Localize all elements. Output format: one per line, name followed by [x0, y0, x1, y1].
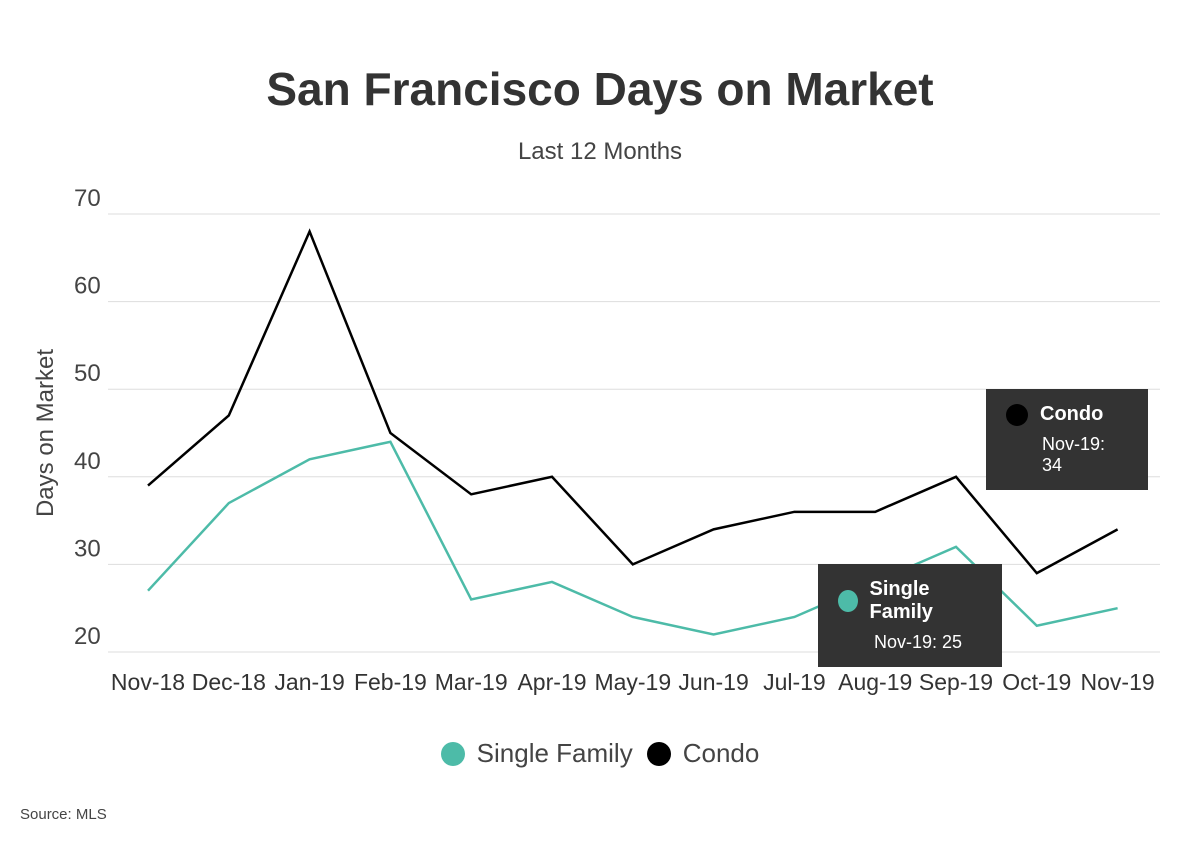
tooltip-series-single-family: Single Family: [869, 578, 933, 623]
x-tick-label-aug-19: Aug-19: [838, 669, 912, 695]
tooltip-marker-condo: [1006, 403, 1028, 426]
source-note: Source: MLS: [20, 806, 107, 823]
legend-marker-single-family: [440, 741, 465, 766]
legend-label-single-family: Single Family: [476, 738, 633, 768]
chart-legend: Single Family Condo: [0, 738, 1200, 769]
x-tick-label-feb-19: Feb-19: [354, 669, 427, 695]
series-line-condo: [147, 228, 1119, 575]
tooltip-value-condo: Nov-19: 34: [1042, 434, 1106, 475]
y-axis-label: Days on Market: [32, 349, 59, 517]
legend-item-single-family[interactable]: Single Family: [440, 738, 633, 769]
tooltip-series-condo: Condo: [1040, 403, 1104, 425]
y-tick-label-20: 20: [74, 623, 101, 650]
tooltip-condo: Condo Nov-19: 34: [986, 389, 1148, 490]
x-tick-label-jan-19: Jan-19: [274, 669, 344, 695]
y-tick-label-70: 70: [74, 185, 101, 212]
y-tick-label-30: 30: [74, 535, 101, 562]
x-tick-label-nov-19: Nov-19: [1081, 669, 1155, 695]
legend-item-condo[interactable]: Condo: [646, 738, 760, 769]
tooltip-value-single-family: Nov-19: 25: [874, 632, 963, 652]
chart-title: San Francisco Days on Market: [266, 63, 934, 115]
x-tick-label-jun-19: Jun-19: [678, 669, 748, 695]
legend-label-condo: Condo: [682, 738, 760, 768]
x-tick-label-oct-19: Oct-19: [1002, 669, 1071, 695]
y-tick-label-50: 50: [74, 360, 101, 387]
x-tick-label-sep-19: Sep-19: [919, 669, 993, 695]
x-tick-label-dec-18: Dec-18: [192, 669, 266, 695]
tooltip-marker-single-family: [838, 590, 858, 612]
legend-marker-condo: [646, 741, 671, 766]
x-tick-label-may-19: May-19: [594, 669, 671, 695]
x-tick-label-nov-18: Nov-18: [111, 669, 185, 695]
x-tick-label-mar-19: Mar-19: [435, 669, 508, 695]
series-line-single-family: [147, 440, 1118, 636]
y-tick-label-60: 60: [74, 273, 101, 300]
y-tick-label-40: 40: [74, 448, 101, 475]
x-tick-label-jul-19: Jul-19: [763, 669, 826, 695]
tooltip-single-family: Single Family Nov-19: 25: [818, 564, 1002, 667]
chart-subtitle: Last 12 Months: [517, 138, 683, 165]
x-tick-label-apr-19: Apr-19: [517, 669, 586, 695]
